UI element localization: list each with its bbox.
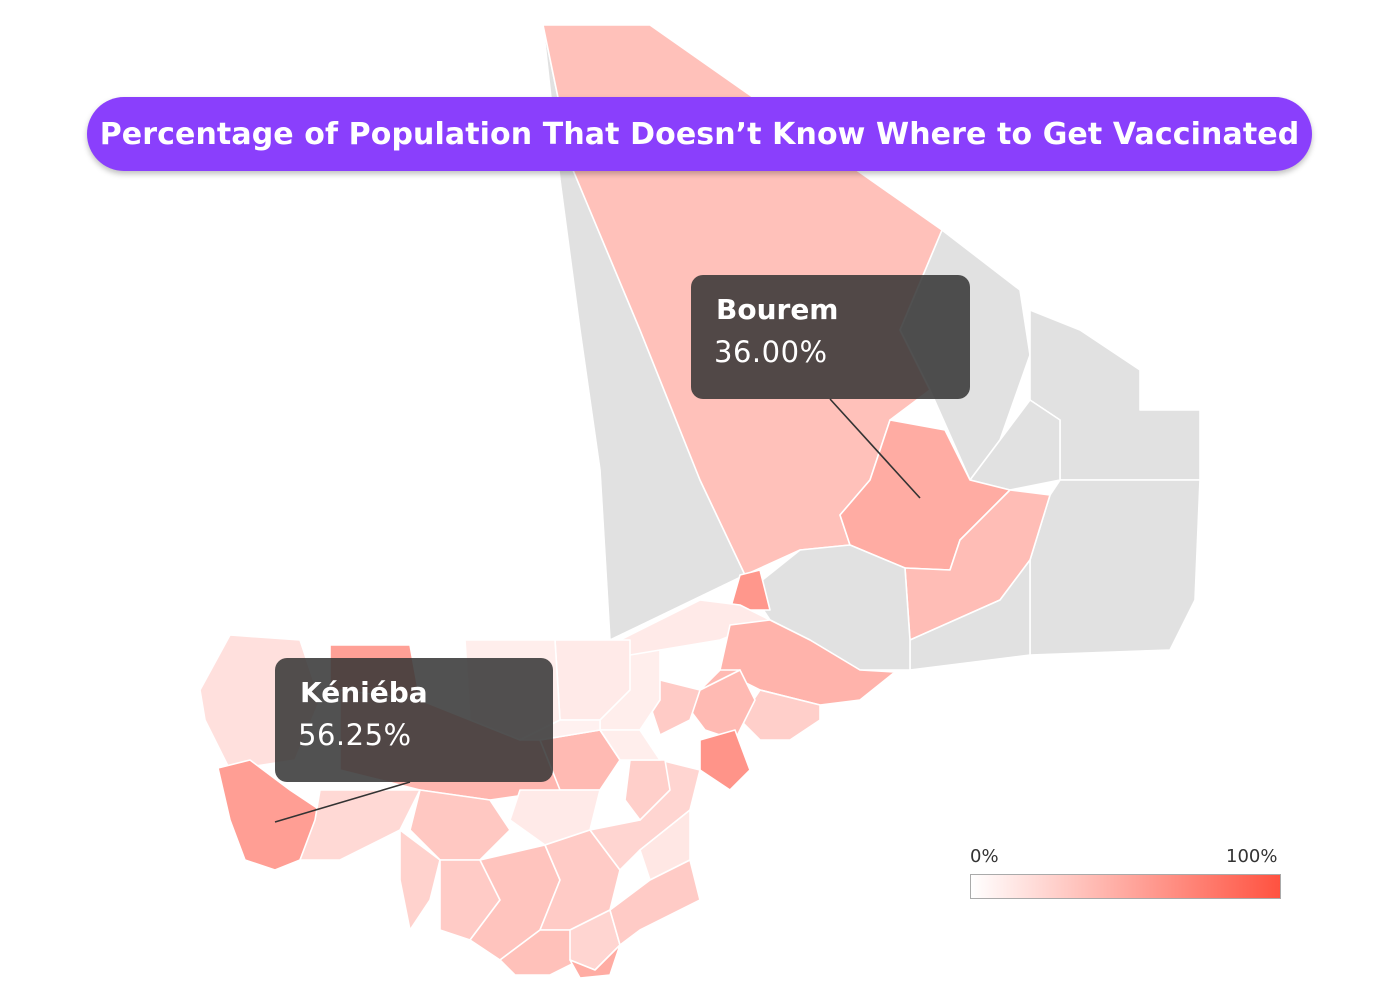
region-sikasso-east[interactable] (609, 859, 701, 946)
region-niafunke[interactable] (729, 569, 771, 611)
map-title-banner: Percentage of Population That Doesn’t Kn… (87, 97, 1312, 171)
tooltip-region-value: 56.25% (298, 718, 412, 752)
tooltip-bourem: Bourem 36.00% (691, 275, 970, 399)
region-san[interactable] (699, 729, 751, 791)
region-kadiolo[interactable] (569, 944, 621, 979)
legend-color-scale (970, 874, 1281, 899)
legend-min-label: 0% (970, 846, 999, 867)
tooltip-region-name: Bourem (716, 293, 839, 326)
tooltip-kenieba: Kéniéba 56.25% (275, 658, 553, 782)
tooltip-region-name: Kéniéba (300, 676, 428, 709)
tooltip-region-value: 36.00% (714, 335, 828, 369)
region-tominian[interactable] (689, 669, 756, 741)
region-douentza[interactable] (699, 669, 741, 691)
leader-line-kenieba (274, 781, 411, 823)
region-kati-south[interactable] (399, 829, 441, 931)
legend-max-label: 100% (1226, 846, 1278, 867)
region-macina[interactable] (599, 729, 661, 761)
map-title: Percentage of Population That Doesn’t Kn… (99, 116, 1300, 152)
region-menaka-east[interactable] (1029, 479, 1201, 656)
leader-line-bourem (829, 398, 921, 499)
